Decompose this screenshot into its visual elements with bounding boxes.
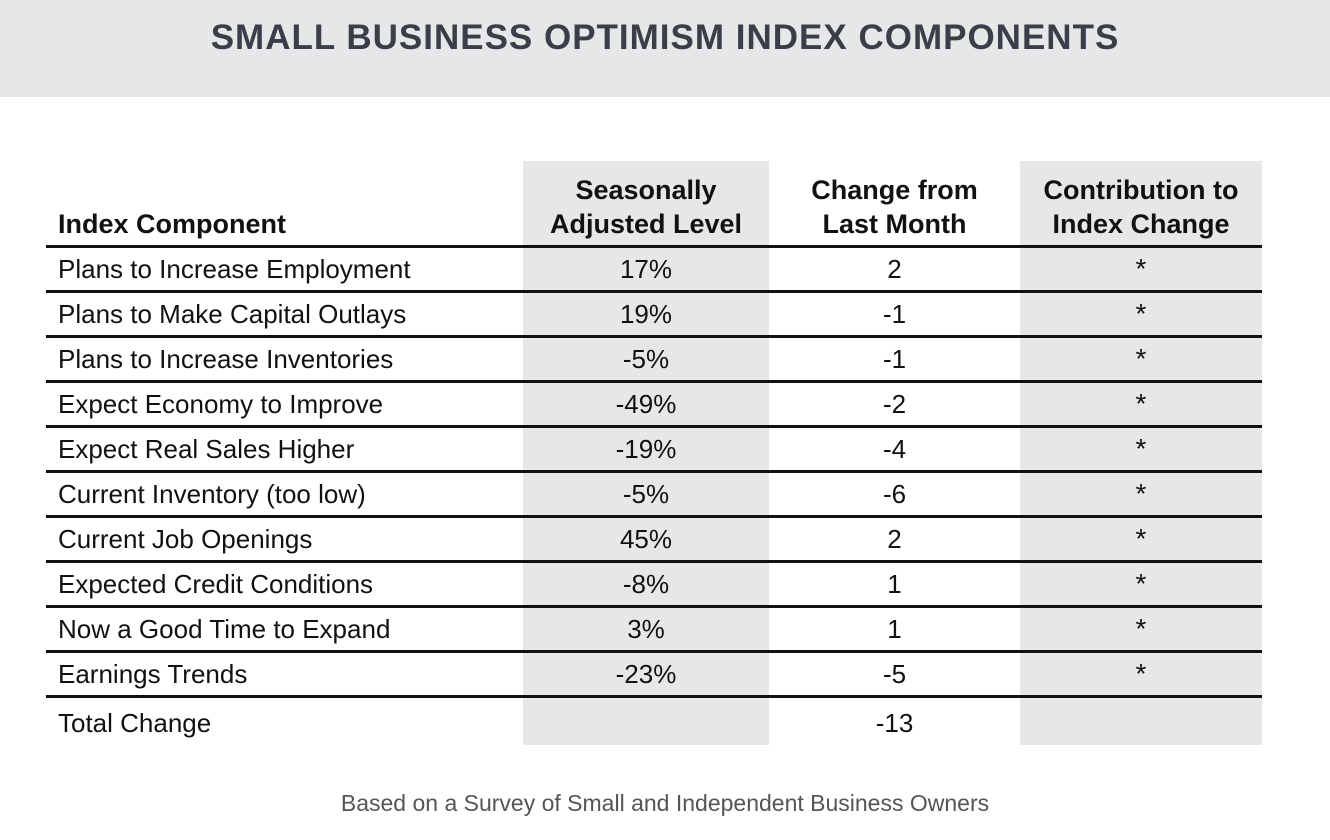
row-change: -1 xyxy=(769,291,1020,338)
row-contribution: * xyxy=(1020,336,1262,383)
table-row: Expect Real Sales Higher -19% -4 * xyxy=(46,426,1262,473)
header-change-line-1: Change from xyxy=(811,175,978,205)
header-level-line-1: Seasonally xyxy=(575,175,717,205)
row-change: 1 xyxy=(769,561,1020,608)
row-change: 1 xyxy=(769,606,1020,653)
row-level: -49% xyxy=(523,381,769,428)
header-contribution-to-index-change: Contribution to Index Change xyxy=(1020,161,1262,248)
row-component: Earnings Trends xyxy=(46,651,523,698)
row-contribution: * xyxy=(1020,291,1262,338)
row-component: Current Inventory (too low) xyxy=(46,471,523,518)
header-contribution-line-1: Contribution to xyxy=(1043,175,1239,205)
row-level: 45% xyxy=(523,516,769,563)
row-level: 3% xyxy=(523,606,769,653)
total-row: Total Change -13 xyxy=(46,697,1262,749)
header-level-line-2: Adjusted Level xyxy=(549,209,743,239)
table-row: Plans to Increase Employment 17% 2 * xyxy=(46,246,1262,293)
row-contribution: * xyxy=(1020,516,1262,563)
row-component: Plans to Make Capital Outlays xyxy=(46,291,523,338)
row-change: -2 xyxy=(769,381,1020,428)
total-change: -13 xyxy=(875,707,914,738)
row-level: 17% xyxy=(523,246,769,293)
row-level: 19% xyxy=(523,291,769,338)
row-contribution: * xyxy=(1020,561,1262,608)
row-contribution: * xyxy=(1020,246,1262,293)
header-row: Index Component Seasonally Adjusted Leve… xyxy=(46,161,1262,248)
row-change: -4 xyxy=(769,426,1020,473)
row-change: 2 xyxy=(769,516,1020,563)
row-change: -5 xyxy=(769,651,1020,698)
table-row: Current Job Openings 45% 2 * xyxy=(46,516,1262,563)
row-contribution: * xyxy=(1020,381,1262,428)
header-change-from-last-month: Change from Last Month xyxy=(769,161,1020,248)
row-level: -5% xyxy=(523,336,769,383)
table-row: Expect Economy to Improve -49% -2 * xyxy=(46,381,1262,428)
row-contribution: * xyxy=(1020,426,1262,473)
components-table: Index Component Seasonally Adjusted Leve… xyxy=(46,161,1262,748)
row-level: -8% xyxy=(523,561,769,608)
table-row: Plans to Make Capital Outlays 19% -1 * xyxy=(46,291,1262,338)
page-title: SMALL BUSINESS OPTIMISM INDEX COMPONENTS xyxy=(210,18,1120,57)
footnote: Based on a Survey of Small and Independe… xyxy=(340,790,990,816)
total-level xyxy=(523,697,769,749)
table-row: Earnings Trends -23% -5 * xyxy=(46,651,1262,698)
row-change: 2 xyxy=(769,246,1020,293)
row-component: Current Job Openings xyxy=(46,516,523,563)
row-contribution: * xyxy=(1020,471,1262,518)
row-change: -1 xyxy=(769,336,1020,383)
total-label: Total Change xyxy=(58,707,212,738)
row-contribution: * xyxy=(1020,606,1262,653)
table-row: Expected Credit Conditions -8% 1 * xyxy=(46,561,1262,608)
row-component: Expect Economy to Improve xyxy=(46,381,523,428)
total-contribution xyxy=(1020,697,1262,749)
header-seasonally-adjusted-level: Seasonally Adjusted Level xyxy=(523,161,769,248)
row-level: -23% xyxy=(523,651,769,698)
header-index-component: Index Component xyxy=(46,161,523,248)
row-component: Now a Good Time to Expand xyxy=(46,606,523,653)
row-component: Expected Credit Conditions xyxy=(46,561,523,608)
table-row: Current Inventory (too low) -5% -6 * xyxy=(46,471,1262,518)
header-change-line-2: Last Month xyxy=(822,209,967,239)
row-level: -5% xyxy=(523,471,769,518)
row-component: Expect Real Sales Higher xyxy=(46,426,523,473)
row-component: Plans to Increase Inventories xyxy=(46,336,523,383)
table-row: Now a Good Time to Expand 3% 1 * xyxy=(46,606,1262,653)
title-band xyxy=(0,0,1330,97)
row-component: Plans to Increase Employment xyxy=(46,246,523,293)
row-contribution: * xyxy=(1020,651,1262,698)
row-change: -6 xyxy=(769,471,1020,518)
header-contribution-line-2: Index Change xyxy=(1052,209,1230,239)
table-row: Plans to Increase Inventories -5% -1 * xyxy=(46,336,1262,383)
row-level: -19% xyxy=(523,426,769,473)
